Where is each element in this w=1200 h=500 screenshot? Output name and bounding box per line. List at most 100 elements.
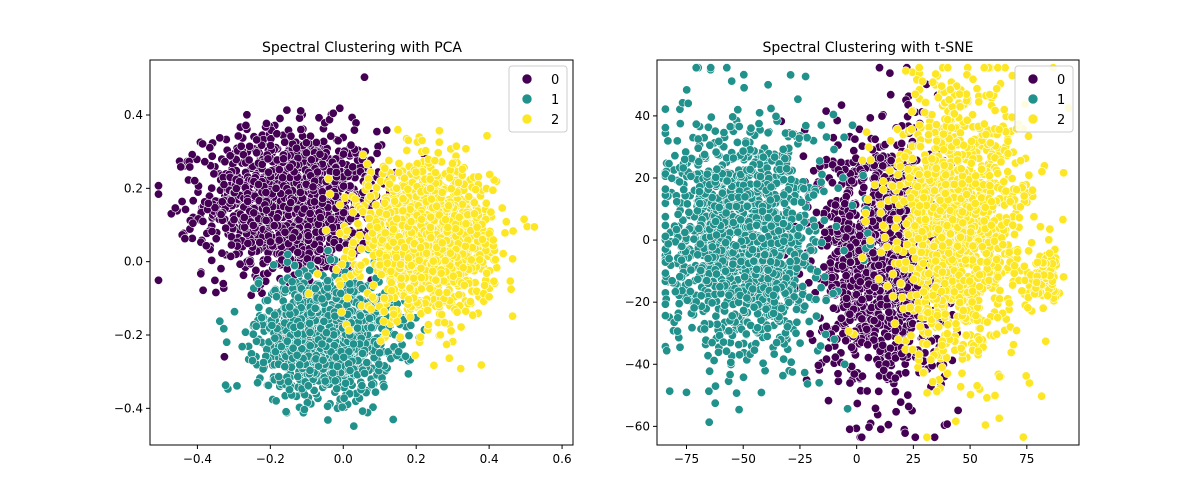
scatter-point <box>423 305 433 315</box>
scatter-point <box>241 327 251 337</box>
scatter-point <box>303 231 313 241</box>
legend-label: 0 <box>551 73 559 88</box>
scatter-point <box>393 125 403 135</box>
scatter-point <box>318 194 328 204</box>
scatter-point <box>379 293 389 303</box>
scatter-point <box>465 297 475 307</box>
scatter-point <box>209 169 219 179</box>
scatter-point <box>448 271 458 281</box>
scatter-point <box>154 275 164 285</box>
scatter-point <box>497 203 507 213</box>
scatter-point <box>426 194 436 204</box>
scatter-point <box>348 238 358 248</box>
scatter-point <box>368 280 378 290</box>
scatter-point <box>342 293 352 303</box>
scatter-point <box>339 352 349 362</box>
scatter-point <box>323 246 333 256</box>
scatter-point <box>325 189 335 199</box>
scatter-point <box>321 328 331 338</box>
scatter-point <box>207 151 217 161</box>
scatter-point <box>442 339 452 349</box>
scatter-point <box>454 290 464 300</box>
scatter-point <box>362 159 372 169</box>
scatter-point <box>347 248 357 258</box>
scatter-point <box>429 360 439 370</box>
scatter-point <box>452 307 462 317</box>
scatter-point <box>366 323 376 333</box>
scatter-point <box>243 238 253 248</box>
scatter-point <box>421 146 431 156</box>
scatter-point <box>230 307 240 317</box>
scatter-point <box>447 159 457 169</box>
scatter-point <box>428 266 438 276</box>
scatter-point <box>296 106 306 116</box>
scatter-point <box>243 196 253 206</box>
scatter-point <box>440 256 450 266</box>
scatter-point <box>390 196 400 206</box>
scatter-point <box>904 401 914 411</box>
scatter-point <box>451 141 461 151</box>
scatter-point <box>211 287 221 297</box>
scatter-point <box>236 141 246 151</box>
scatter-point <box>258 357 268 367</box>
scatter-point <box>280 285 290 295</box>
scatter-point <box>482 268 492 278</box>
scatter-point <box>272 129 282 139</box>
scatter-point <box>430 156 440 166</box>
scatter-point <box>490 255 500 265</box>
scatter-point <box>498 249 508 259</box>
scatter-point <box>505 276 515 286</box>
scatter-point <box>335 103 345 113</box>
scatter-point <box>220 157 230 167</box>
scatter-point <box>269 260 279 270</box>
scatter-point <box>360 368 370 378</box>
scatter-point <box>357 381 367 391</box>
scatter-point <box>852 398 862 408</box>
points-pca <box>154 72 539 431</box>
scatter-point <box>386 266 396 276</box>
scatter-point <box>445 248 455 258</box>
scatter-point <box>332 361 342 371</box>
scatter-point <box>263 154 273 164</box>
scatter-point <box>476 360 486 370</box>
scatter-point <box>201 241 211 251</box>
scatter-point <box>254 180 264 190</box>
scatter-point <box>376 270 386 280</box>
scatter-point <box>425 183 435 193</box>
scatter-point <box>417 136 427 146</box>
scatter-point <box>370 387 380 397</box>
scatter-point <box>403 253 413 263</box>
scatter-point <box>271 183 281 193</box>
scatter-point <box>368 292 378 302</box>
scatter-point <box>170 203 180 213</box>
scatter-point <box>284 385 294 395</box>
scatter-point <box>489 276 499 286</box>
scatter-point <box>254 302 264 312</box>
scatter-point <box>339 208 349 218</box>
scatter-point <box>278 154 288 164</box>
scatter-point <box>267 320 277 330</box>
scatter-point <box>293 372 303 382</box>
scatter-point <box>215 133 225 143</box>
scatter-point <box>333 136 343 146</box>
scatter-point <box>293 248 303 258</box>
scatter-point <box>930 432 940 442</box>
scatter-point <box>261 205 271 215</box>
scatter-point <box>282 336 292 346</box>
scatter-point <box>251 265 261 275</box>
scatter-point <box>416 243 426 253</box>
scatter-point <box>286 198 296 208</box>
scatter-point <box>380 198 390 208</box>
scatter-point <box>434 288 444 298</box>
scatter-point <box>239 213 249 223</box>
scatter-point <box>395 259 405 269</box>
scatter-point <box>219 352 229 362</box>
scatter-point <box>358 406 368 416</box>
chart-title-tsne: Spectral Clustering with t-SNE <box>763 40 974 56</box>
scatter-point <box>216 264 226 274</box>
scatter-point <box>405 283 415 293</box>
scatter-point <box>488 185 498 195</box>
scatter-point <box>432 201 442 211</box>
scatter-point <box>375 348 385 358</box>
scatter-point <box>287 233 297 243</box>
